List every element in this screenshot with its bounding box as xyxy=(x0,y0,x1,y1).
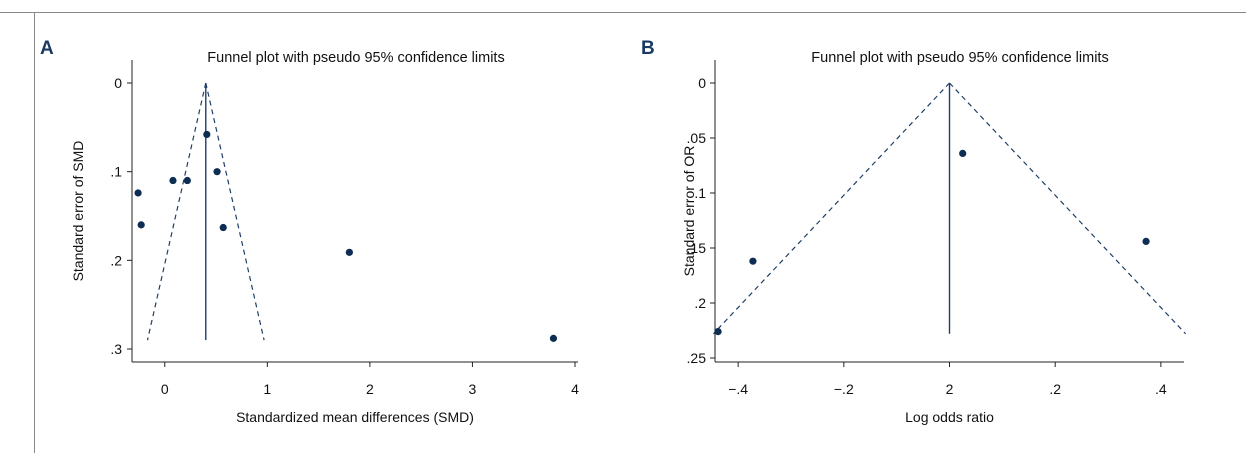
x-tick-label: 1 xyxy=(263,381,271,397)
x-axis-label: Log odds ratio xyxy=(905,409,994,425)
funnel-right-limit xyxy=(949,82,1187,335)
x-tick-label: 2 xyxy=(946,381,954,397)
chart-title: Funnel plot with pseudo 95% confidence l… xyxy=(811,50,1108,66)
funnel-left-limit xyxy=(146,82,207,341)
x-tick-label: .2 xyxy=(1049,381,1061,397)
study-point xyxy=(749,257,757,265)
y-tick-label: .2 xyxy=(110,252,122,268)
study-point xyxy=(134,189,142,197)
study-point xyxy=(213,168,221,176)
y-tick-label: 0 xyxy=(698,75,706,91)
study-point xyxy=(219,223,227,232)
study-point xyxy=(137,221,145,229)
x-tick-label: 0 xyxy=(161,381,169,397)
y-tick-label: .25 xyxy=(687,350,707,366)
funnel-left-limit xyxy=(712,82,950,335)
y-tick-label: .15 xyxy=(687,240,707,256)
x-tick-label: 3 xyxy=(469,381,477,397)
y-tick-label: 0 xyxy=(114,75,122,91)
panel-label: A xyxy=(40,38,54,59)
x-axis-label: Standardized mean differences (SMD) xyxy=(236,409,474,425)
x-tick-label: −.2 xyxy=(834,381,854,397)
y-tick-label: .1 xyxy=(110,164,122,180)
funnel-right-limit xyxy=(205,82,265,341)
study-point xyxy=(203,130,211,139)
y-axis-label: Standard error of OR xyxy=(681,146,697,277)
study-point xyxy=(345,248,353,256)
y-tick-label: .05 xyxy=(687,130,707,146)
study-point xyxy=(959,149,967,157)
y-tick-label: .1 xyxy=(694,185,706,201)
y-tick-label: .3 xyxy=(110,341,122,357)
study-point xyxy=(714,328,722,336)
x-tick-label: 4 xyxy=(571,381,579,397)
x-tick-label: .4 xyxy=(1155,381,1167,397)
study-point xyxy=(169,176,177,185)
panel-label: B xyxy=(641,38,655,59)
frame-top-border xyxy=(0,12,1246,13)
x-tick-label: −.4 xyxy=(728,381,748,397)
frame-left-border xyxy=(34,12,35,453)
study-point xyxy=(1142,237,1150,245)
study-point xyxy=(183,176,191,185)
chart-title: Funnel plot with pseudo 95% confidence l… xyxy=(207,50,504,66)
y-axis-label: Standard error of SMD xyxy=(70,141,86,282)
x-tick-label: 2 xyxy=(366,381,374,397)
study-point xyxy=(549,334,558,342)
y-tick-label: .2 xyxy=(694,295,706,311)
